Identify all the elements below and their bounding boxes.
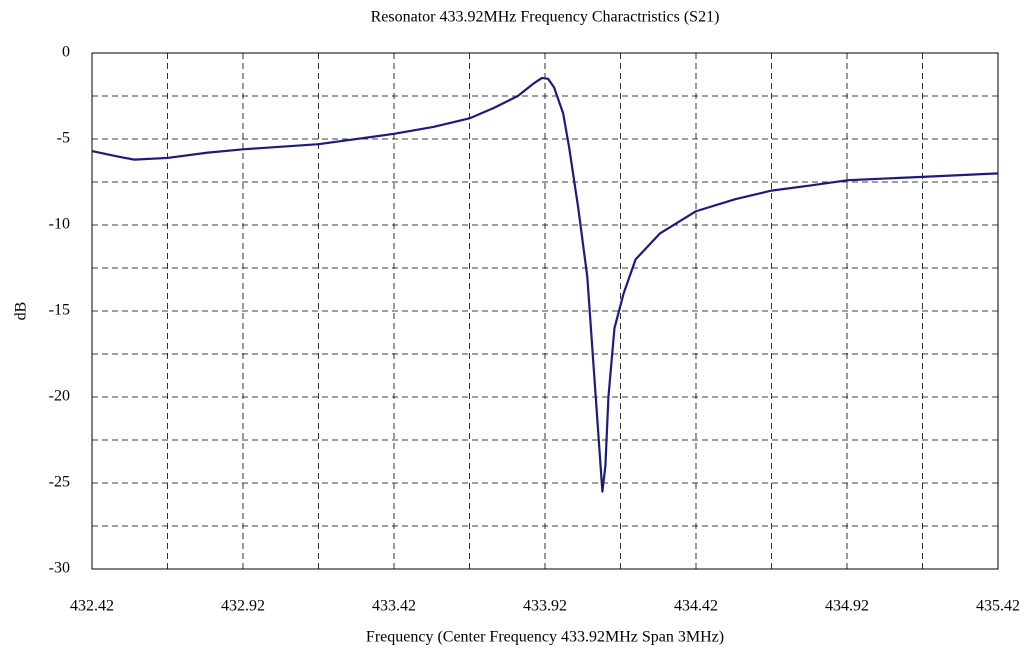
x-tick-label: 433.92: [523, 598, 567, 615]
y-tick-label: -5: [57, 130, 70, 147]
x-tick-label: 435.42: [976, 598, 1020, 615]
y-tick-label: -10: [49, 216, 70, 233]
x-tick-label: 434.42: [674, 598, 718, 615]
y-tick-label: -20: [49, 388, 70, 405]
x-tick-label: 433.42: [372, 598, 416, 615]
chart-title: Resonator 433.92MHz Frequency Charactris…: [371, 9, 720, 26]
y-tick-label: -30: [49, 560, 70, 577]
y-tick-label: 0: [62, 44, 70, 61]
y-tick-label: -15: [49, 302, 70, 319]
x-tick-label: 432.42: [70, 598, 114, 615]
x-axis-label: Frequency (Center Frequency 433.92MHz Sp…: [366, 629, 724, 646]
data-line: [91, 76, 999, 493]
y-tick-label: -25: [49, 474, 70, 491]
x-tick-label: 434.92: [825, 598, 869, 615]
y-axis-label: dB: [13, 302, 30, 321]
x-tick-label: 432.92: [221, 598, 265, 615]
